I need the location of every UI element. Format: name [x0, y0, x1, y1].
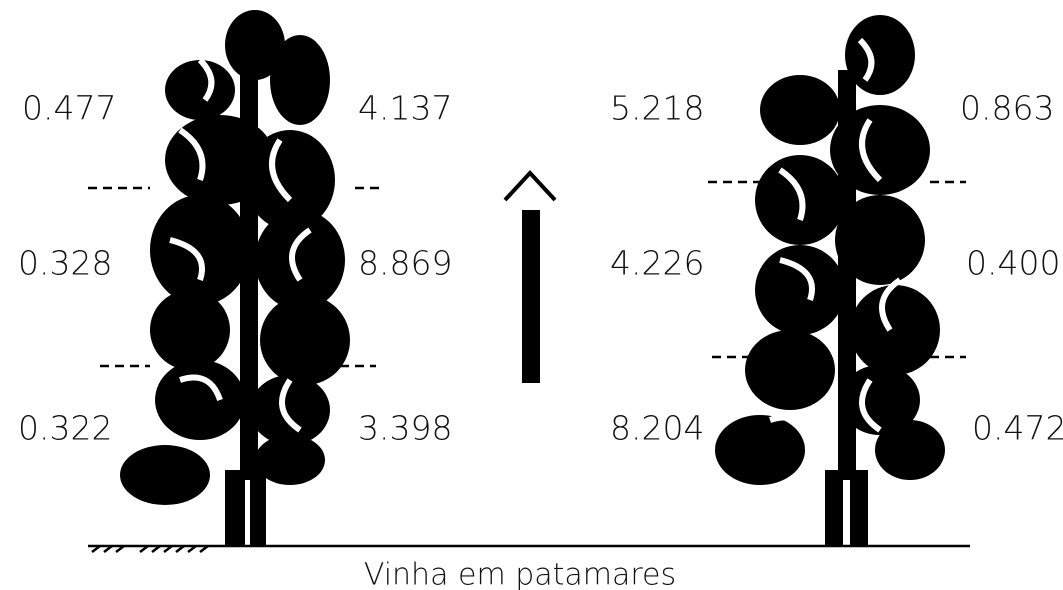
- ground: [88, 544, 970, 553]
- right-vine-gaps: [769, 37, 902, 442]
- level-lines: [88, 180, 966, 368]
- left-vine-gaps: [169, 57, 312, 433]
- value-label: 5.218: [610, 89, 704, 128]
- value-label: 0.472: [972, 409, 1063, 448]
- value-label: 3.398: [358, 409, 452, 448]
- value-label: 0.328: [18, 244, 112, 283]
- value-label: 0.863: [960, 89, 1054, 128]
- value-label: 4.137: [358, 89, 452, 128]
- value-label: 0.400: [966, 244, 1060, 283]
- value-label: 0.322: [18, 409, 112, 448]
- value-label: 8.204: [610, 409, 704, 448]
- right-vine: [715, 15, 945, 546]
- value-label: 8.869: [358, 244, 452, 283]
- labels: 0.477 0.328 0.322 4.137 8.869 3.398 5.21…: [18, 89, 1063, 590]
- caption: Vinha em patamares: [364, 558, 676, 590]
- value-label: 4.226: [610, 244, 704, 283]
- arrow: [503, 170, 557, 383]
- left-vine: [120, 10, 350, 546]
- value-label: 0.477: [22, 89, 116, 128]
